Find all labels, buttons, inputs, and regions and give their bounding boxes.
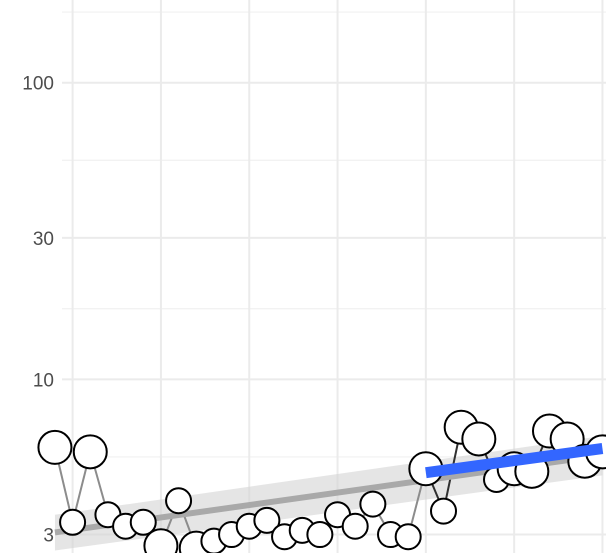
data-point: [461, 421, 497, 457]
data-point: [341, 512, 369, 540]
data-point: [37, 429, 73, 465]
y-tick-label: 100: [22, 74, 54, 95]
data-point: [143, 528, 179, 553]
minor-gridlines: [62, 11, 606, 458]
y-tick-label: 30: [33, 229, 54, 250]
data-point: [394, 523, 422, 551]
trend-line-recent: [425, 443, 604, 479]
data-point: [306, 521, 334, 549]
y-tick-label: 10: [33, 370, 54, 391]
data-point: [129, 508, 157, 536]
data-point: [253, 506, 281, 534]
y-tick-label: 3: [43, 526, 54, 547]
y-axis-tick-labels: 3 10 30 100: [22, 74, 54, 547]
data-point: [72, 434, 108, 470]
data-point: [430, 497, 458, 525]
data-point: [165, 487, 193, 515]
data-point: [59, 508, 87, 536]
data-point: [359, 490, 387, 518]
